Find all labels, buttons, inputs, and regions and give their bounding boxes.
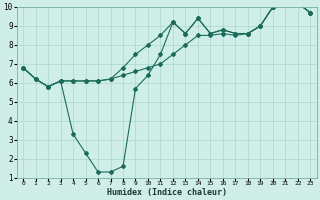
X-axis label: Humidex (Indice chaleur): Humidex (Indice chaleur) <box>107 188 227 197</box>
